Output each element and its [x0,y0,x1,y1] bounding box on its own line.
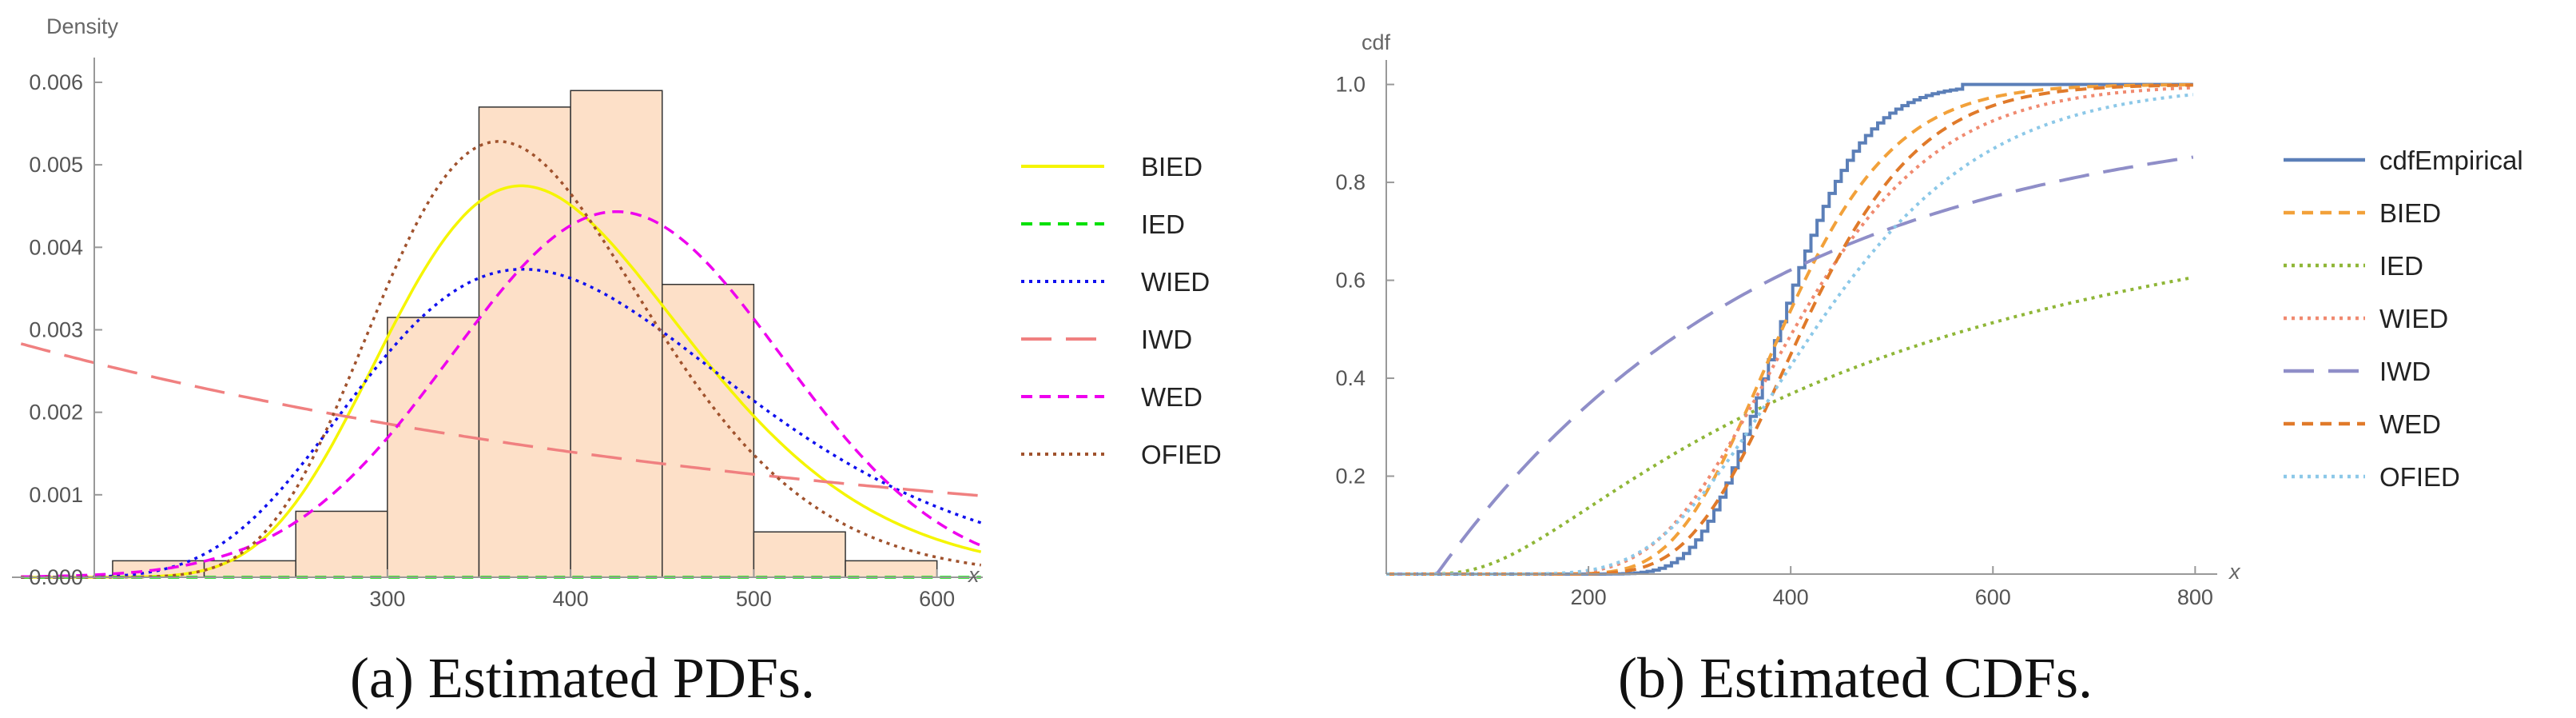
x-tick-label: 400 [1773,585,1809,609]
y-tick-label: 0.005 [29,153,83,177]
pdf-curve-iwd [20,342,981,497]
legend-label-wed: WED [2379,409,2441,439]
legend: BIED IED WIED IWD WED OFIED [1021,152,1222,469]
cdf-curves [1386,82,2194,576]
y-tick-label: 0.003 [29,317,83,341]
legend-label-wied: WIED [1141,267,1210,297]
y-axis-label: cdf [1362,30,1391,54]
panel-b-cdf-chart: 0.2 0.4 0.6 0.8 1.0 200 400 600 800 cdf x cdfEm… [1335,30,2522,710]
histogram-bar [753,531,846,578]
legend-label-wied: WIED [2379,304,2448,333]
pdf-curve-ofied [21,140,981,579]
cdf-curve-wied [1386,86,2193,576]
y-tick-label: 0.002 [29,401,83,425]
histogram-bar [662,283,755,578]
y-tick-label: 0.6 [1335,269,1366,293]
legend-label-ofied: OFIED [2379,462,2460,492]
x-tick-label: 300 [369,587,405,611]
legend-label-iwd: IWD [2379,357,2431,386]
legend-label-cdfempirical: cdfEmpirical [2379,146,2523,175]
y-tick-label: 0.8 [1335,170,1366,194]
y-tick-label: 0.2 [1335,465,1366,489]
x-tick-label: 400 [553,587,589,611]
y-ticks: 0.2 0.4 0.6 0.8 1.0 [1335,73,1394,489]
histogram-bar [387,317,480,578]
legend-label-ied: IED [2379,251,2423,281]
caption-a: (a) Estimated PDFs. [350,646,815,710]
cdf-curve-ofied [1386,93,2194,576]
y-ticks: 0.000 0.001 0.002 0.003 0.004 0.005 0.006 [29,70,102,589]
histogram-bar [203,560,296,578]
legend-label-iwd: IWD [1141,325,1192,354]
x-axis-label: x [2228,560,2241,584]
panel-label-b: (b) [1618,646,1685,710]
x-tick-label: 200 [1571,585,1607,609]
x-tick-label: 600 [1975,585,2011,609]
cdf-curve-bied [1386,83,2193,576]
y-tick-label: 1.0 [1335,73,1366,97]
legend-label-ied: IED [1141,209,1185,239]
panel-a-pdf-chart: 0.000 0.001 0.002 0.003 0.004 0.005 0.006 300 4… [12,14,1222,710]
legend-label-ofied: OFIED [1141,440,1222,469]
x-ticks: 300 400 500 600 [369,569,955,611]
pdf-curve-wed [21,209,982,579]
legend-label-bied: BIED [2379,198,2441,228]
cdf-curve-cdfempirical [1386,82,2193,576]
x-tick-label: 500 [736,587,772,611]
cdf-curve-iwd [1386,155,2194,576]
y-tick-label: 0.4 [1335,366,1366,390]
histogram-bar [570,90,663,578]
pdf-curve-wied [21,267,982,579]
x-tick-label: 600 [919,587,955,611]
histogram-bar [845,560,938,578]
y-tick-label: 0.004 [29,235,83,259]
y-tick-label: 0.001 [29,483,83,507]
y-tick-label: 0.006 [29,70,83,94]
caption-text-b: Estimated CDFs. [1699,646,2093,710]
cdf-curve-wed [1386,83,2193,576]
legend-label-wed: WED [1141,382,1203,412]
histogram-bars [112,90,938,578]
y-axis-label: Density [46,14,119,38]
legend-label-bied: BIED [1141,152,1203,181]
legend: cdfEmpirical BIED IED WIED IWD WED OFIED [2284,146,2523,492]
cdf-curve-ied [1386,276,2194,576]
x-ticks: 200 400 600 800 [1571,566,2213,609]
caption-b: (b) Estimated CDFs. [1618,646,2093,710]
y-tick-label: 0.000 [29,565,83,589]
histogram-bar [295,510,388,578]
panel-label-a: (a) [350,646,414,710]
x-axis-label: x [967,563,980,587]
caption-text-a: Estimated PDFs. [428,646,815,710]
x-tick-label: 800 [2177,585,2213,609]
